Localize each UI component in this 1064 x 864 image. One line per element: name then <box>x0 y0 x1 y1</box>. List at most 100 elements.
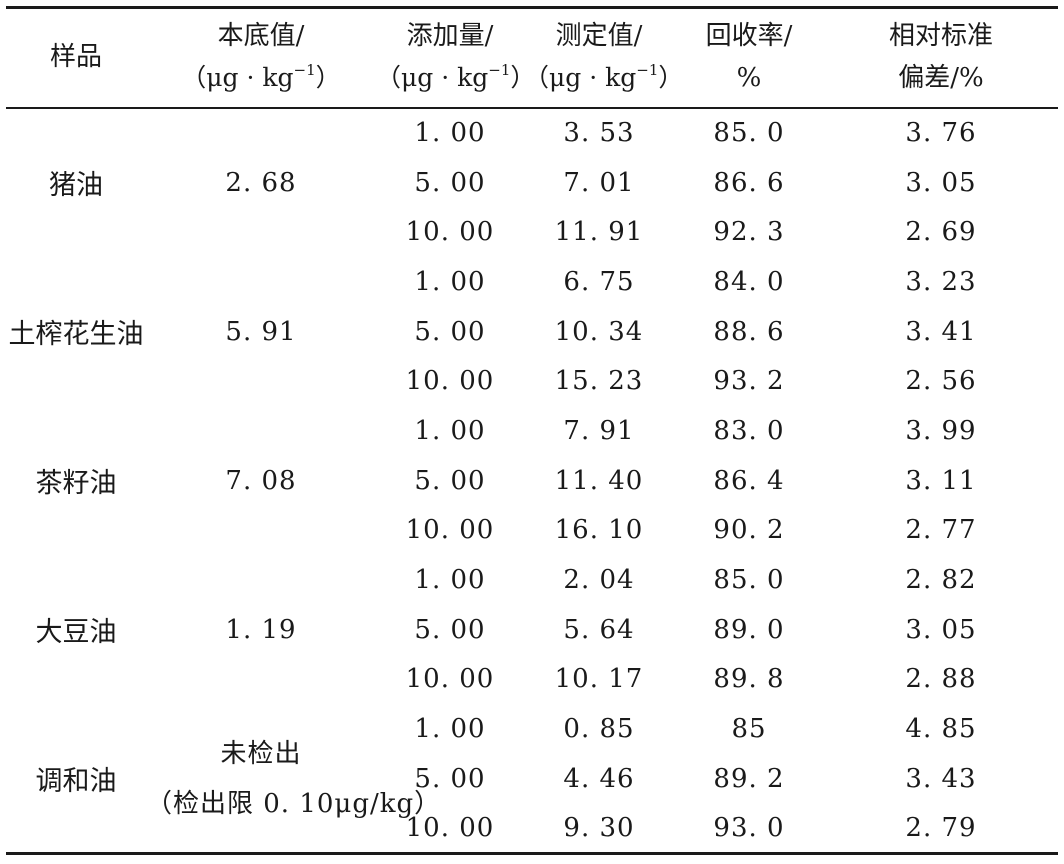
table-row: 5. 00 7. 01 86. 6 3. 05 <box>6 158 1058 208</box>
header-added-amount: 添加量/ （μg · kg−1） <box>376 6 536 108</box>
sample-name-cell: 大豆油 <box>35 617 117 649</box>
base-value: 2. 68 <box>225 167 297 198</box>
measured-value-cell: 5. 64 <box>563 614 635 645</box>
rsd-cell: 3. 76 <box>905 117 977 148</box>
recovery-cell: 89. 2 <box>713 763 785 794</box>
recovery-cell: 93. 2 <box>713 366 785 397</box>
added-amount-cell: 10. 00 <box>405 813 495 844</box>
base-value-cell: 2. 68 <box>146 108 376 257</box>
table-row: 茶籽油 7. 08 1. 00 7. 91 83. 0 3. 99 <box>6 406 1058 499</box>
header-rule <box>6 107 1058 109</box>
added-amount-cell: 10. 00 <box>405 664 495 695</box>
measured-value-cell: 11. 91 <box>554 217 644 248</box>
rsd-cell: 3. 41 <box>905 316 977 347</box>
bottom-rule <box>6 852 1058 855</box>
measured-value-cell: 7. 91 <box>563 415 635 446</box>
measured-value-cell: 16. 10 <box>554 515 644 546</box>
measured-value-cell: 11. 40 <box>554 465 644 496</box>
rsd-cell: 3. 05 <box>905 614 977 645</box>
table-row: 5. 00 5. 64 89. 0 3. 05 <box>6 605 1058 655</box>
table-row: 5. 00 11. 40 86. 4 3. 11 <box>6 456 1058 506</box>
sample-name-cell: 调和油 <box>35 766 117 798</box>
recovery-cell: 85 <box>731 714 767 745</box>
measured-value-cell: 15. 23 <box>554 366 644 397</box>
recovery-cell: 88. 6 <box>713 316 785 347</box>
table-header: 样品 本底值/ （μg · kg−1） 添加量/ （μg · kg−1） 测定值… <box>6 6 1058 108</box>
base-value-cell: 未检出 （检出限 0. 10μg/kg） <box>146 704 442 853</box>
measured-value-cell: 9. 30 <box>563 813 635 844</box>
table-row: 10. 00 9. 30 93. 0 2. 79 <box>6 804 1058 854</box>
added-amount-cell: 5. 00 <box>414 763 486 794</box>
added-amount-cell: 5. 00 <box>414 167 486 198</box>
recovery-cell: 92. 3 <box>713 217 785 248</box>
table-body: 猪油 2. 68 1. 00 3. 53 85. 0 3. 76 5. 00 7. 01 86.… <box>6 108 1058 853</box>
measured-value-cell: 0. 85 <box>563 714 635 745</box>
table-row: 10. 00 16. 10 90. 2 2. 77 <box>6 506 1058 556</box>
measured-value-cell: 10. 34 <box>554 316 644 347</box>
recovery-cell: 89. 8 <box>713 664 785 695</box>
recovery-cell: 93. 0 <box>713 813 785 844</box>
recovery-cell: 83. 0 <box>713 415 785 446</box>
sample-name-cell: 土榨花生油 <box>8 319 144 351</box>
recovery-cell: 90. 2 <box>713 515 785 546</box>
table-row: 5. 00 4. 46 89. 2 3. 43 <box>6 754 1058 804</box>
sample-name-cell: 猪油 <box>49 170 103 202</box>
header-rsd: 相对标准 偏差/% <box>888 21 993 93</box>
added-amount-cell: 1. 00 <box>414 415 486 446</box>
recovery-table: 样品 本底值/ （μg · kg−1） 添加量/ （μg · kg−1） 测定值… <box>6 6 1058 853</box>
recovery-cell: 86. 6 <box>713 167 785 198</box>
measured-value-cell: 7. 01 <box>563 167 635 198</box>
detection-limit-note: （检出限 0. 10μg/kg） <box>146 788 442 819</box>
measured-value-cell: 2. 04 <box>563 565 635 596</box>
measured-value-cell: 10. 17 <box>554 664 644 695</box>
table-row: 10. 00 10. 17 89. 8 2. 88 <box>6 655 1058 705</box>
added-amount-cell: 10. 00 <box>405 366 495 397</box>
base-value-cell: 5. 91 <box>146 257 376 406</box>
recovery-cell: 85. 0 <box>713 117 785 148</box>
header-recovery: 回收率/ % <box>705 21 793 93</box>
added-amount-cell: 5. 00 <box>414 614 486 645</box>
rsd-cell: 3. 99 <box>905 415 977 446</box>
added-amount-cell: 5. 00 <box>414 316 486 347</box>
recovery-cell: 86. 4 <box>713 465 785 496</box>
rsd-cell: 3. 05 <box>905 167 977 198</box>
added-amount-cell: 10. 00 <box>405 515 495 546</box>
recovery-cell: 89. 0 <box>713 614 785 645</box>
table-row: 土榨花生油 5. 91 1. 00 6. 75 84. 0 3. 23 <box>6 257 1058 350</box>
header-base-value: 本底值/ （μg · kg−1） <box>146 6 376 108</box>
rsd-cell: 2. 69 <box>905 217 977 248</box>
table-row: 10. 00 11. 91 92. 3 2. 69 <box>6 207 1058 257</box>
table-row: 5. 00 10. 34 88. 6 3. 41 <box>6 307 1058 357</box>
rsd-cell: 2. 82 <box>905 565 977 596</box>
rsd-cell: 2. 79 <box>905 813 977 844</box>
rsd-cell: 2. 88 <box>905 664 977 695</box>
rsd-cell: 3. 23 <box>905 266 977 297</box>
table-row: 10. 00 15. 23 93. 2 2. 56 <box>6 356 1058 406</box>
unit-label: （μg · kg−1） <box>181 61 341 93</box>
unit-label: （μg · kg−1） <box>376 61 536 93</box>
rsd-cell: 3. 11 <box>905 465 977 496</box>
base-value-cell: 7. 08 <box>146 406 376 555</box>
added-amount-cell: 1. 00 <box>414 565 486 596</box>
table-row: 猪油 2. 68 1. 00 3. 53 85. 0 3. 76 <box>6 108 1058 201</box>
added-amount-cell: 1. 00 <box>414 266 486 297</box>
sample-name-cell: 茶籽油 <box>35 468 117 500</box>
base-value: 未检出 <box>220 738 302 769</box>
recovery-cell: 85. 0 <box>713 565 785 596</box>
rsd-cell: 2. 77 <box>905 515 977 546</box>
header-sample: 样品 <box>49 42 102 72</box>
rsd-cell: 2. 56 <box>905 366 977 397</box>
measured-value-cell: 4. 46 <box>563 763 635 794</box>
added-amount-cell: 1. 00 <box>414 714 486 745</box>
top-rule <box>6 6 1058 9</box>
rsd-cell: 3. 43 <box>905 763 977 794</box>
recovery-cell: 84. 0 <box>713 266 785 297</box>
base-value: 7. 08 <box>225 465 297 496</box>
table-row: 大豆油 1. 19 1. 00 2. 04 85. 0 2. 82 <box>6 555 1058 648</box>
header-measured-value: 测定值/ （μg · kg−1） <box>524 6 683 108</box>
added-amount-cell: 1. 00 <box>414 117 486 148</box>
base-value-cell: 1. 19 <box>146 555 376 704</box>
measured-value-cell: 3. 53 <box>563 117 635 148</box>
added-amount-cell: 5. 00 <box>414 465 486 496</box>
added-amount-cell: 10. 00 <box>405 217 495 248</box>
